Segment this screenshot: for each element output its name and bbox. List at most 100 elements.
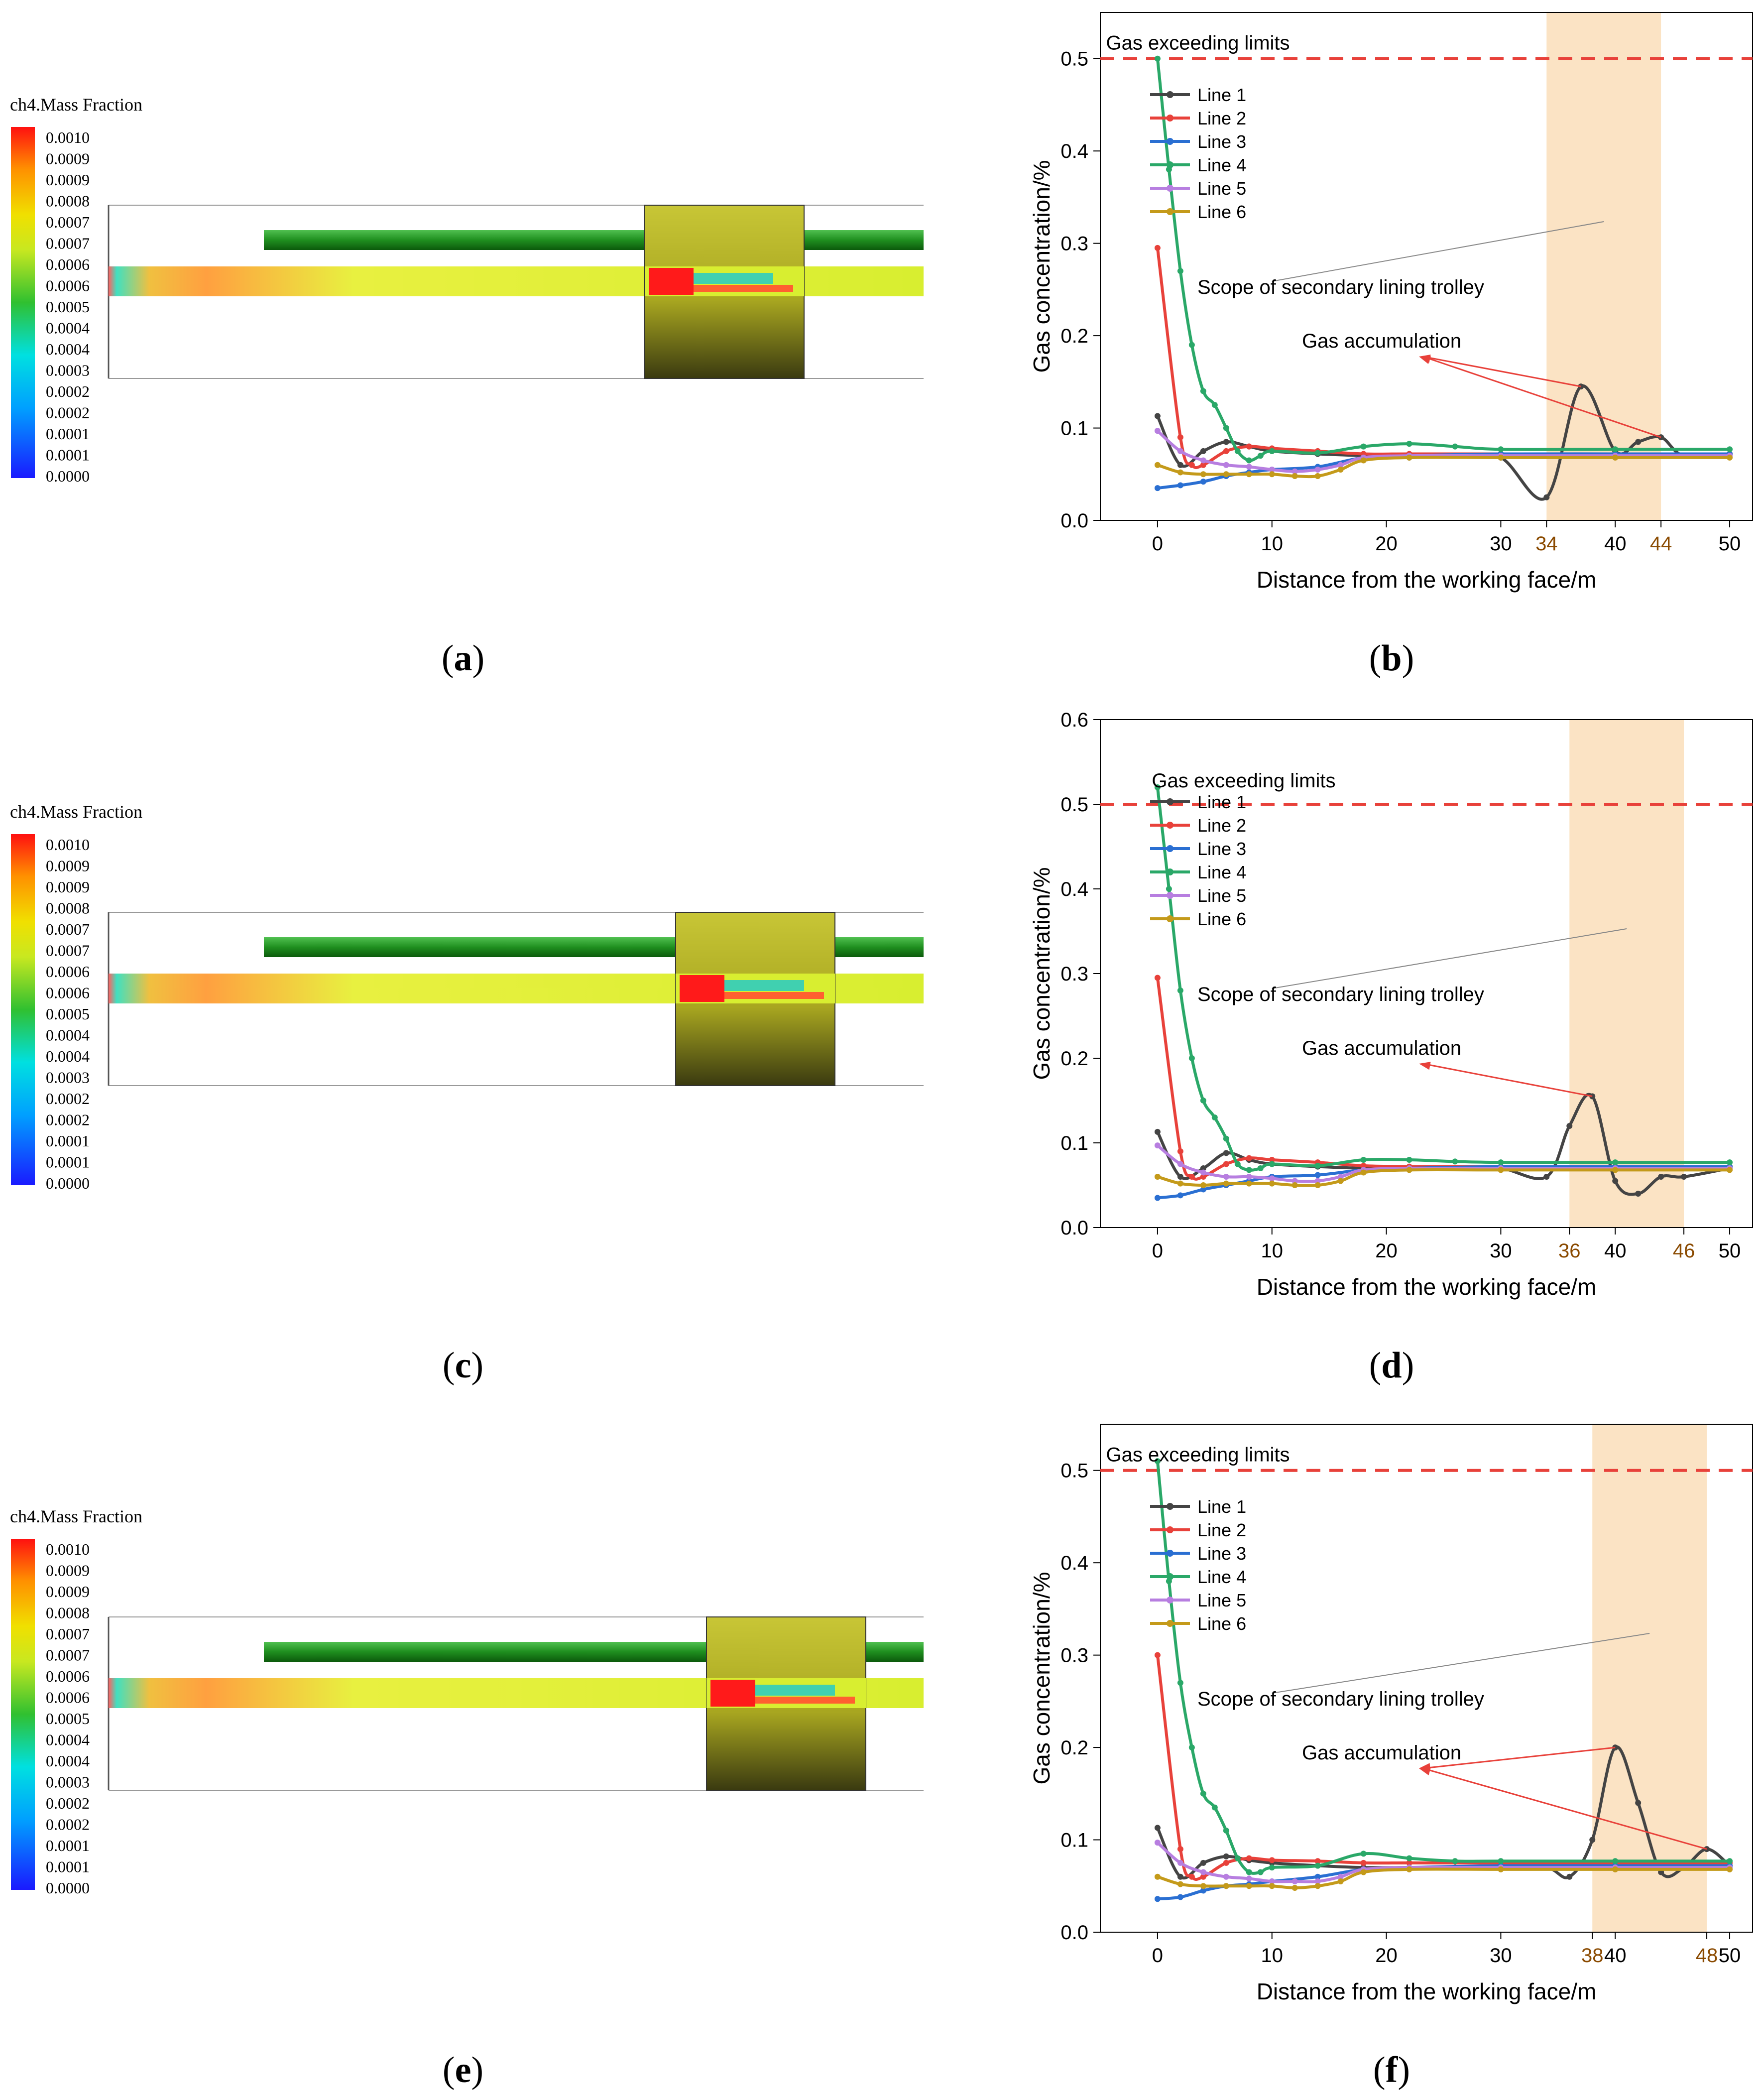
data-point xyxy=(1246,1155,1252,1161)
data-point xyxy=(1246,1883,1252,1889)
data-point xyxy=(1498,454,1504,461)
data-point xyxy=(1727,446,1733,453)
data-point xyxy=(1543,1174,1550,1180)
data-point xyxy=(1681,1174,1687,1180)
data-point xyxy=(1360,457,1367,464)
colorbar-tick-label: 0.0001 xyxy=(46,446,90,464)
y-tick-label: 0.2 xyxy=(1060,1737,1088,1759)
data-point xyxy=(1727,1866,1733,1872)
panel-label-b: (b) xyxy=(1369,638,1414,679)
colorbar-tick-label: 0.0003 xyxy=(46,1069,90,1087)
accumulation-orange-zone xyxy=(724,992,824,999)
data-point xyxy=(1154,1128,1161,1135)
x-tick-label-trolley: 48 xyxy=(1696,1945,1718,1967)
legend-marker xyxy=(1167,161,1174,168)
legend-label-1: Line 1 xyxy=(1197,792,1246,812)
colorbar-tick-label: 0.0002 xyxy=(46,1816,90,1834)
data-point xyxy=(1360,1869,1367,1875)
accumulation-cyan-zone xyxy=(724,980,804,991)
legend-marker xyxy=(1167,185,1174,192)
colorbar-tick-label: 0.0002 xyxy=(46,1794,90,1812)
colorbar-title: ch4.Mass Fraction xyxy=(10,95,142,115)
x-tick-label: 0 xyxy=(1152,533,1163,555)
series-line-3 xyxy=(1157,452,1730,490)
data-point xyxy=(1314,1178,1321,1184)
trolley-pointer-line xyxy=(1272,928,1627,989)
data-point xyxy=(1589,1837,1596,1843)
colorbar-tick-label: 0.0003 xyxy=(46,362,90,379)
colorbar-tick-label: 0.0004 xyxy=(46,1026,90,1044)
data-point xyxy=(1200,479,1206,485)
data-point xyxy=(1291,1884,1298,1891)
data-point xyxy=(1177,268,1183,274)
data-point xyxy=(1154,1458,1161,1465)
data-point xyxy=(1314,1873,1321,1880)
panel-label-e: (e) xyxy=(442,2050,484,2091)
series-line-3 xyxy=(1157,1864,1730,1901)
data-point xyxy=(1635,439,1642,445)
colorbar-tick-label: 0.0004 xyxy=(46,340,90,358)
data-point xyxy=(1360,1157,1367,1163)
data-point xyxy=(1498,1167,1504,1173)
gas-concentration-chart-b: 0.0 0.1 0.2 0.3 0.4 0.5 0 10 20 30 40 50 34 44 Distanc… xyxy=(1029,12,1753,593)
legend-label-3: Line 3 xyxy=(1197,839,1246,859)
panel-label-a: (a) xyxy=(441,638,485,679)
data-point xyxy=(1223,1828,1229,1834)
plot-frame xyxy=(1100,12,1753,521)
accumulation-arrowhead xyxy=(1419,356,1431,364)
y-tick-label: 0.4 xyxy=(1060,878,1088,900)
y-tick-label: 0.0 xyxy=(1060,510,1088,532)
data-point xyxy=(1360,443,1367,450)
y-tick-label: 0.3 xyxy=(1060,1645,1088,1667)
data-point xyxy=(1452,1158,1458,1165)
y-tick-label: 0.5 xyxy=(1060,48,1088,70)
x-tick-label: 40 xyxy=(1604,533,1627,555)
legend-marker xyxy=(1167,1620,1174,1627)
data-point xyxy=(1314,1162,1321,1169)
data-point xyxy=(1154,1896,1161,1902)
y-tick-label: 0.0 xyxy=(1060,1217,1088,1239)
legend-label-3: Line 3 xyxy=(1197,131,1246,152)
legend-label-5: Line 5 xyxy=(1197,885,1246,906)
data-point xyxy=(1727,454,1733,461)
accumulation-hotspot xyxy=(649,268,694,295)
x-tick-label-trolley: 38 xyxy=(1581,1945,1604,1967)
data-point xyxy=(1246,457,1252,464)
accumulation-arrow xyxy=(1422,356,1661,438)
data-point xyxy=(1234,448,1241,454)
data-point xyxy=(1257,1165,1264,1171)
y-tick-label: 0.2 xyxy=(1060,1048,1088,1070)
colorbar-tick-label: 0.0007 xyxy=(46,920,90,938)
x-tick-label-trolley: 46 xyxy=(1673,1240,1695,1262)
data-point xyxy=(1635,1800,1642,1806)
data-point xyxy=(1223,1853,1229,1859)
data-point xyxy=(1337,1178,1344,1184)
data-point xyxy=(1177,1161,1183,1167)
data-point xyxy=(1154,975,1161,981)
y-tick-label: 0.4 xyxy=(1060,140,1088,162)
legend-label-1: Line 1 xyxy=(1197,85,1246,105)
colorbar-tick-label: 0.0001 xyxy=(46,1858,90,1876)
data-point xyxy=(1223,1873,1229,1880)
data-point xyxy=(1177,462,1183,468)
x-tick-label: 50 xyxy=(1719,533,1741,555)
data-point xyxy=(1223,1180,1229,1187)
accumulation-annotation: Gas accumulation xyxy=(1302,1742,1461,1764)
data-point xyxy=(1177,1873,1183,1880)
data-point xyxy=(1658,1174,1664,1180)
data-point xyxy=(1246,464,1252,470)
data-point xyxy=(1177,448,1183,454)
data-point xyxy=(1406,1859,1412,1866)
data-point xyxy=(1612,446,1619,453)
data-point xyxy=(1154,1873,1161,1880)
data-point xyxy=(1269,471,1275,478)
data-point xyxy=(1406,454,1412,461)
y-tick-label: 0.3 xyxy=(1060,963,1088,985)
x-tick-label: 30 xyxy=(1490,1240,1512,1262)
data-point xyxy=(1314,1182,1321,1188)
data-point xyxy=(1246,1869,1252,1875)
data-point xyxy=(1234,1855,1241,1861)
trolley-pointer-line xyxy=(1272,221,1604,282)
data-point xyxy=(1177,1680,1183,1686)
data-point xyxy=(1314,1883,1321,1889)
